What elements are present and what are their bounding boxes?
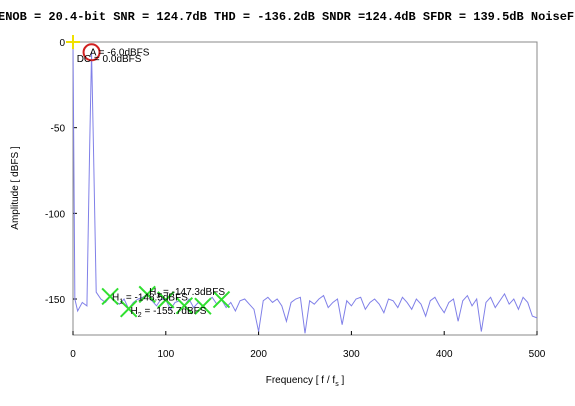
fundamental-marker [82,43,101,62]
harmonic-marker [138,285,156,304]
annotation-sub: 3 [156,293,160,300]
harmonic-marker [101,287,119,306]
harmonic-marker [175,296,194,315]
x-axis-label: Frequency [ f / fs ] [266,375,345,388]
annotation-sub: 1 [119,298,123,305]
dc-marker [66,35,80,49]
harmonic-marker [119,300,138,318]
y-tick-label: -50 [51,124,66,135]
annotation-sub: 2 [138,312,142,319]
harmonic-marker [194,297,212,315]
x-tick-label: 0 [70,349,76,360]
annotation: H2 = -155.7dBFS [131,306,207,319]
y-tick-label: -150 [45,295,65,306]
annotation: H1 = -148.5dBFS [112,292,188,305]
y-axis-label: Amplitude [ dBFS ] [10,146,21,230]
x-tick-label: 500 [529,349,546,360]
plot-frame [72,41,538,336]
y-tick-label: -100 [45,209,65,220]
x-tick-label: 400 [436,349,453,360]
chart-title: ENOB = 20.4-bit SNR = 124.7dB THD = -136… [0,10,574,24]
harmonic-marker [212,290,231,309]
annotation-text: = -147.3dBFS [160,287,225,298]
annotation-text: DC = 0.0dBFS [77,54,142,65]
annotation-text: H [149,287,156,298]
annotation-text: H [131,306,138,317]
annotation: A = -6.0dBFS [90,47,150,58]
x-tick-label: 100 [157,349,174,360]
annotation-text: = -148.5dBFS [123,292,188,303]
annotation: H3 = -147.3dBFS [149,287,225,300]
annotation: DC = 0.0dBFS [77,54,142,65]
x-tick-label: 200 [250,349,267,360]
spectrum-line [72,41,538,334]
annotation-text: H [112,292,119,303]
harmonic-marker [157,291,175,309]
annotation-text: A = -6.0dBFS [90,47,150,58]
y-tick-label: 0 [59,38,65,49]
x-tick-label: 300 [343,349,360,360]
annotation-text: = -155.7dBFS [142,306,207,317]
